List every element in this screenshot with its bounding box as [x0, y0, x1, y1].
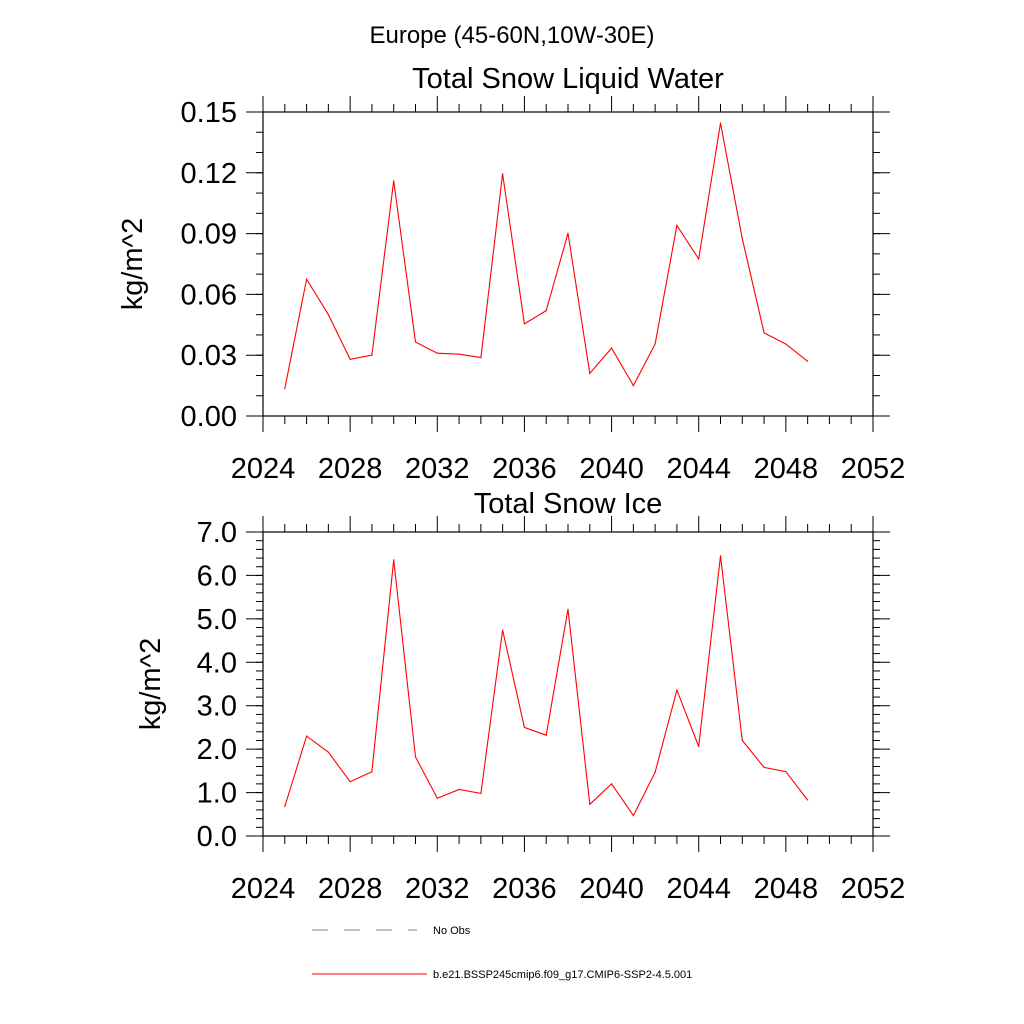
y-axis-label: kg/m^2 [135, 638, 167, 731]
data-point [305, 278, 308, 280]
x-tick-label: 2044 [666, 873, 731, 905]
data-point [480, 357, 482, 359]
panel-title: Total Snow Liquid Water [412, 63, 724, 95]
data-point [763, 332, 765, 334]
data-point [807, 360, 809, 362]
y-tick-label: 4.0 [197, 647, 237, 679]
data-point [807, 799, 809, 801]
x-tick-label: 2024 [231, 453, 296, 485]
y-tick-label: 2.0 [197, 734, 237, 766]
data-point [458, 353, 460, 355]
data-point [698, 745, 700, 748]
figure-title: Europe (45-60N,10W-30E) [369, 22, 654, 49]
data-point [676, 224, 678, 227]
data-point [371, 771, 373, 773]
data-point [610, 347, 613, 349]
y-tick-label: 0.06 [181, 279, 237, 311]
x-tick-label: 2048 [754, 873, 819, 905]
data-point [480, 792, 482, 795]
data-point [610, 783, 613, 785]
x-tick-label: 2044 [666, 453, 731, 485]
data-point [502, 173, 504, 175]
x-tick-label: 2036 [492, 873, 557, 905]
data-point [785, 343, 787, 345]
y-tick-label: 7.0 [197, 517, 237, 549]
y-tick-label: 0.0 [197, 821, 237, 853]
data-point [436, 352, 438, 354]
x-tick-label: 2052 [841, 873, 906, 905]
y-tick-label: 0.03 [181, 340, 237, 372]
series-line [284, 122, 808, 389]
y-tick-label: 5.0 [197, 604, 237, 636]
data-point [284, 805, 286, 808]
x-tick-label: 2028 [318, 453, 383, 485]
data-point [393, 180, 395, 182]
plot-frame [262, 111, 874, 417]
data-point [698, 258, 700, 260]
legend-label-no-obs: No Obs [433, 925, 471, 937]
y-tick-label: 0.00 [181, 401, 237, 433]
y-tick-label: 0.09 [181, 219, 237, 251]
y-tick-label: 3.0 [197, 691, 237, 723]
panel-snow-ice: Total Snow Ice kg/m^2 2024 2028 2032 2036 20… [135, 488, 905, 905]
data-point [327, 314, 329, 316]
x-tick-label: 2024 [231, 873, 296, 905]
x-tick-label: 2052 [841, 453, 906, 485]
data-point [741, 238, 743, 240]
data-point [545, 310, 547, 312]
data-point [393, 559, 395, 561]
panel-title: Total Snow Ice [474, 488, 663, 520]
x-tick-label: 2048 [754, 453, 819, 485]
data-point [719, 555, 722, 557]
data-point [676, 689, 678, 691]
data-point [523, 726, 526, 729]
x-tick-label: 2032 [405, 453, 470, 485]
data-point [371, 354, 373, 356]
data-point [589, 803, 591, 805]
x-tick-label: 2036 [492, 453, 557, 485]
y-tick-label: 0.12 [181, 158, 237, 190]
data-point [414, 341, 417, 343]
data-point [349, 358, 351, 360]
y-tick-label: 0.15 [181, 97, 237, 129]
legend-label-model: b.e21.BSSP245cmip6.f09_g17.CMIP6-SSP2-4.… [433, 969, 692, 981]
x-tick-label: 2040 [579, 873, 644, 905]
data-point [327, 751, 329, 753]
data-point [632, 385, 634, 387]
data-point [741, 739, 743, 742]
data-point [654, 771, 656, 773]
data-point [567, 232, 569, 234]
plot-frame [262, 531, 874, 837]
data-point [414, 756, 417, 758]
data-point [436, 797, 438, 799]
data-point [785, 771, 787, 773]
data-point [719, 122, 722, 124]
legend: No Obs b.e21.BSSP245cmip6.f09_g17.CMIP6-… [312, 925, 692, 981]
x-tick-label: 2028 [318, 873, 383, 905]
data-point [523, 323, 526, 325]
y-tick-label: 1.0 [197, 778, 237, 810]
y-tick-label: 6.0 [197, 560, 237, 592]
series-line [284, 555, 809, 817]
x-tick-label: 2040 [579, 453, 644, 485]
data-point [567, 608, 569, 610]
data-point [632, 814, 634, 817]
data-point [502, 629, 504, 631]
data-point [284, 388, 286, 390]
data-point [349, 781, 351, 783]
x-tick-label: 2032 [405, 873, 470, 905]
data-point [589, 372, 591, 375]
data-point [305, 735, 308, 737]
data-point [458, 788, 460, 791]
panel-snow-liquid-water: Total Snow Liquid Water kg/m^2 2024 2028 2… [117, 63, 905, 485]
data-point [545, 734, 547, 736]
data-point [654, 343, 656, 345]
y-axis-label: kg/m^2 [117, 218, 149, 311]
data-point [763, 766, 765, 768]
